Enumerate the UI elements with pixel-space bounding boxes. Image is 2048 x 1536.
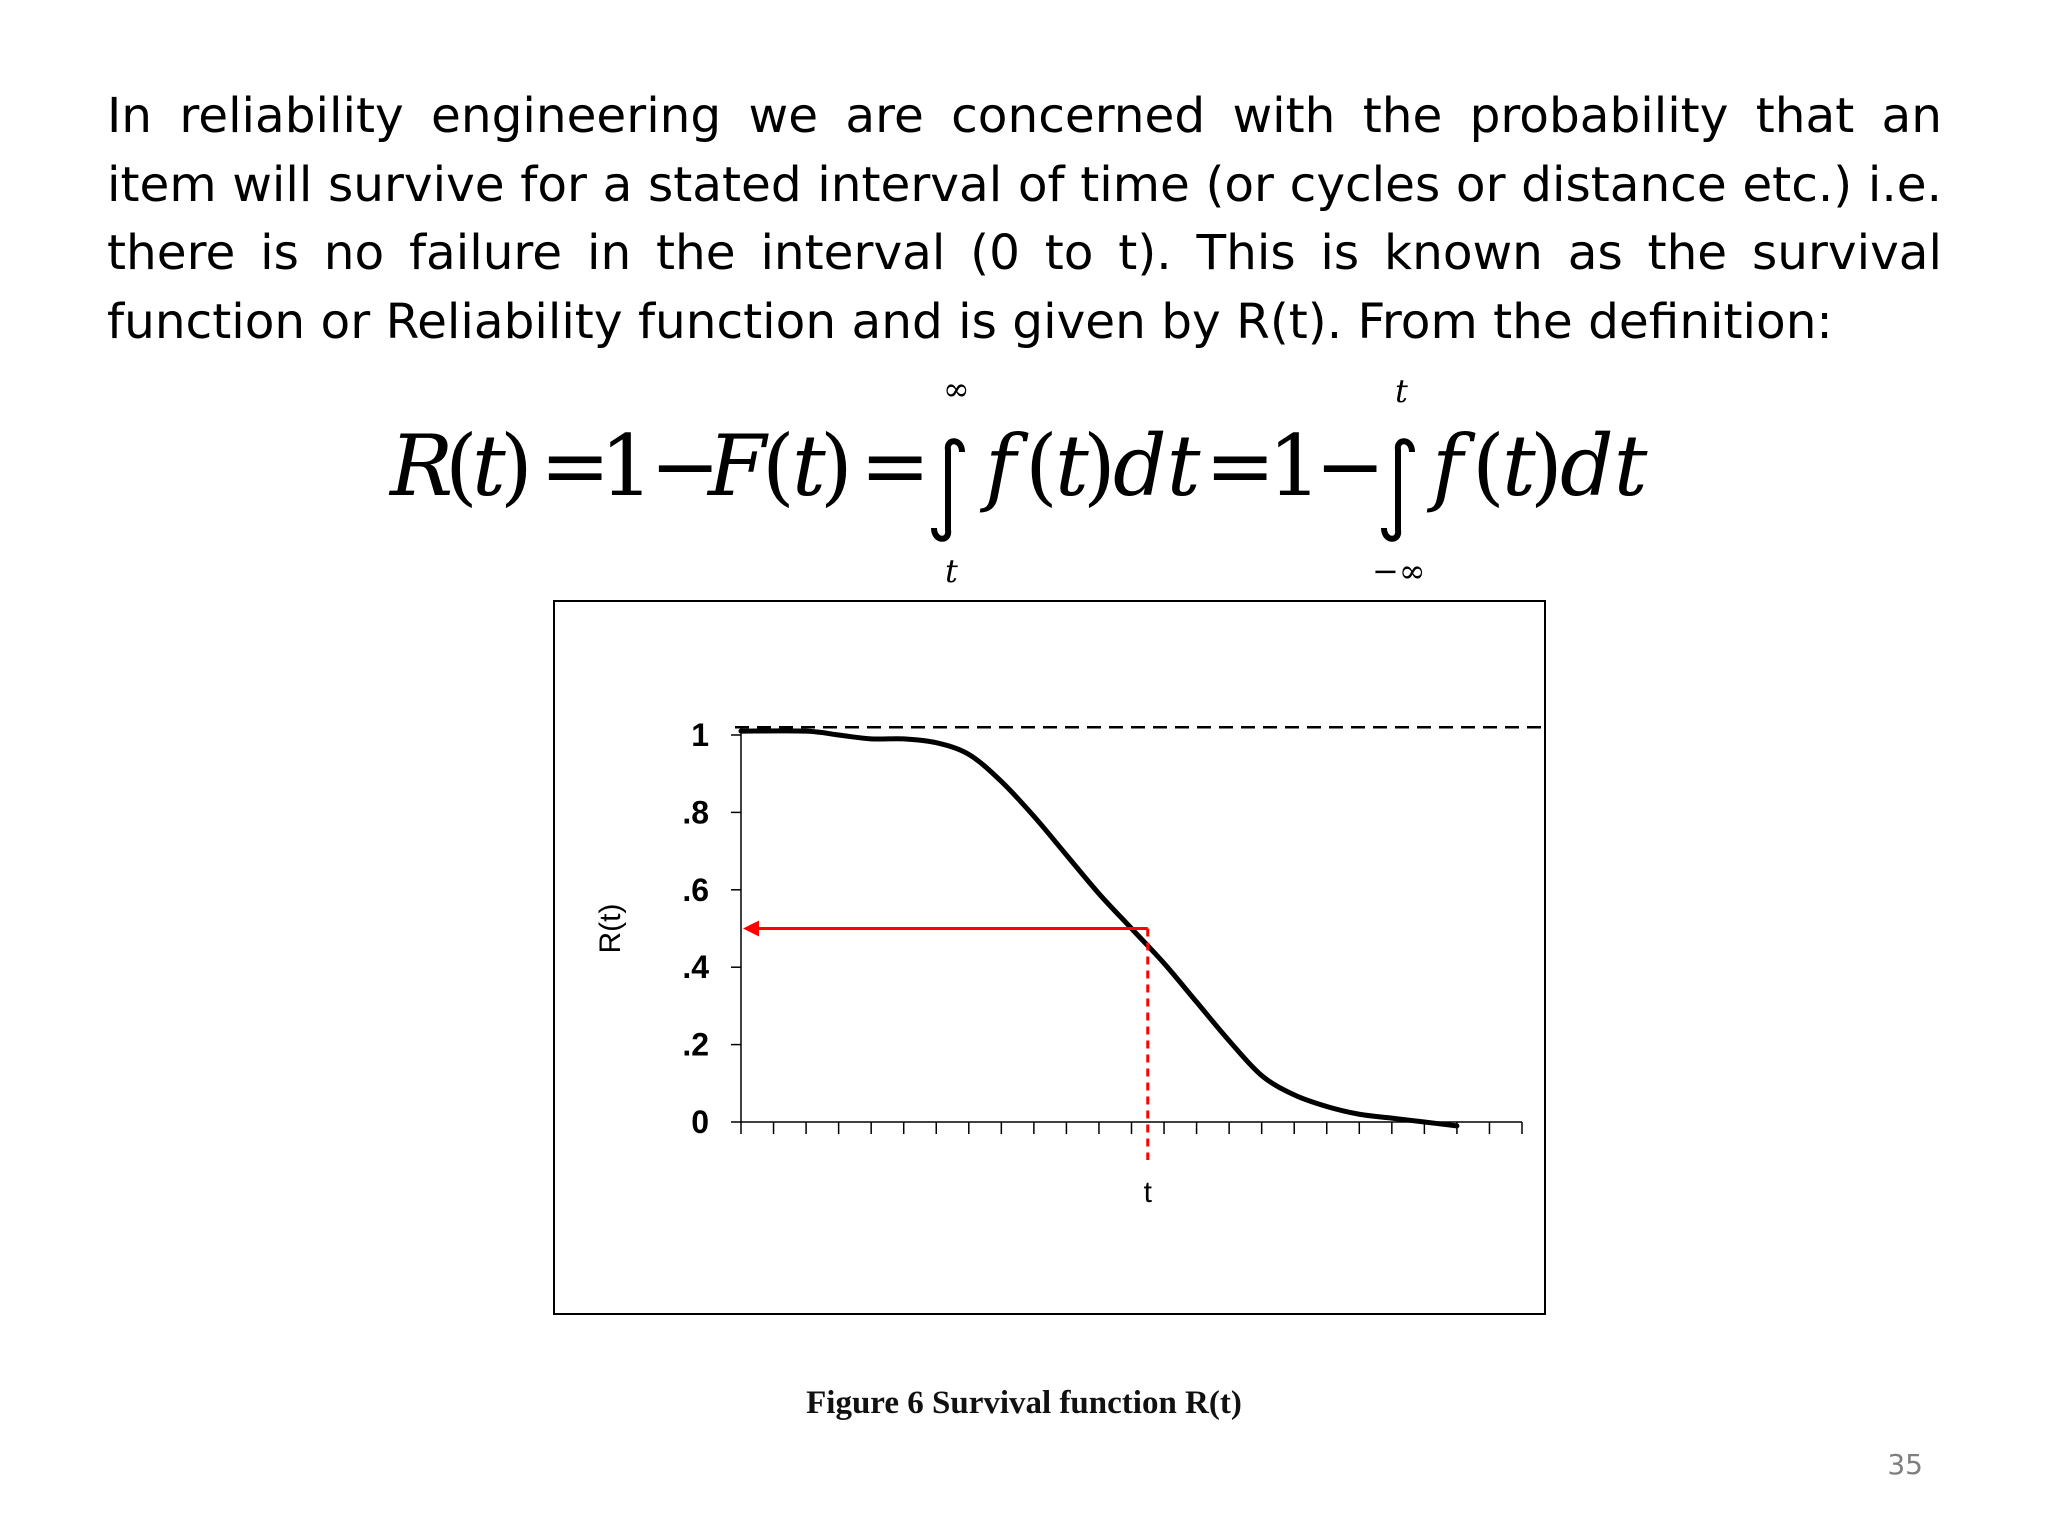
eq-int2-upper: t xyxy=(1395,372,1408,410)
svg-text:=: = xyxy=(860,417,930,515)
eq-f-1: f xyxy=(979,417,1029,515)
y-tick-label: .2 xyxy=(682,1027,709,1063)
svg-text:(: ( xyxy=(1025,417,1058,515)
svg-text:): ) xyxy=(1530,417,1563,515)
y-tick-label: .4 xyxy=(682,949,709,985)
eq-dt-2: dt xyxy=(1560,417,1648,515)
y-tick-label: .6 xyxy=(682,872,709,908)
svg-text:=: = xyxy=(540,417,610,515)
svg-text:t: t xyxy=(1055,417,1089,515)
page-number: 35 xyxy=(1887,1448,1923,1481)
svg-text:): ) xyxy=(1083,417,1116,515)
survival-curve xyxy=(738,728,1460,1129)
intro-paragraph: In reliability engineering we are concer… xyxy=(107,88,1942,350)
integral-sign-2 xyxy=(1381,438,1415,542)
svg-text:−: − xyxy=(650,417,720,515)
marker-arrowhead xyxy=(743,920,759,937)
svg-text:−: − xyxy=(1315,417,1385,515)
svg-text:): ) xyxy=(500,417,533,515)
figure-caption: Figure 6 Survival function R(t) xyxy=(806,1385,1242,1421)
svg-text:(: ( xyxy=(762,417,795,515)
eq-one-2: 1 xyxy=(1268,417,1321,515)
eq-F: F xyxy=(706,417,769,515)
integral-sign-1 xyxy=(931,438,965,542)
chart-canvas: 0 .2 .4 .6 .8 1 R(t) t xyxy=(594,717,1544,1209)
y-tick-label: 0 xyxy=(691,1104,709,1140)
y-axis-label: R(t) xyxy=(594,904,627,954)
eq-int2-lower: −∞ xyxy=(1372,552,1425,590)
svg-text:t: t xyxy=(1502,417,1536,515)
svg-text:=: = xyxy=(1205,417,1275,515)
y-tick-label: 1 xyxy=(691,717,709,753)
eq-lhs-t: t xyxy=(472,417,506,515)
eq-lhs-R: R xyxy=(388,417,453,515)
reliability-equation: R ( t ) = 1 − F ( t ) = ∞ t f ( t ) dt =… xyxy=(0,370,2048,600)
svg-text:t: t xyxy=(792,417,826,515)
eq-dt-1: dt xyxy=(1113,417,1201,515)
survival-chart: 0 .2 .4 .6 .8 1 R(t) t xyxy=(553,600,1546,1315)
y-tick-label: .8 xyxy=(682,794,709,830)
eq-int1-upper: ∞ xyxy=(943,370,970,408)
eq-one-1: 1 xyxy=(600,417,653,515)
x-marker-label: t xyxy=(1144,1176,1153,1209)
svg-text:(: ( xyxy=(445,417,478,515)
svg-text:(: ( xyxy=(1472,417,1505,515)
svg-text:): ) xyxy=(820,417,853,515)
eq-int1-lower: t xyxy=(945,552,958,590)
eq-f-2: f xyxy=(1426,417,1476,515)
